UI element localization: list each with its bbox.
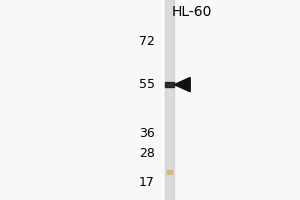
Text: 55: 55: [139, 78, 154, 91]
Polygon shape: [174, 77, 190, 92]
Text: 72: 72: [139, 35, 154, 48]
Text: 28: 28: [139, 147, 154, 160]
Bar: [165, 0, 174, 200]
Text: 36: 36: [139, 127, 154, 140]
Text: 17: 17: [139, 176, 154, 189]
Bar: [165, 82, 174, 87]
Text: HL-60: HL-60: [172, 5, 212, 19]
Bar: [167, 170, 172, 174]
